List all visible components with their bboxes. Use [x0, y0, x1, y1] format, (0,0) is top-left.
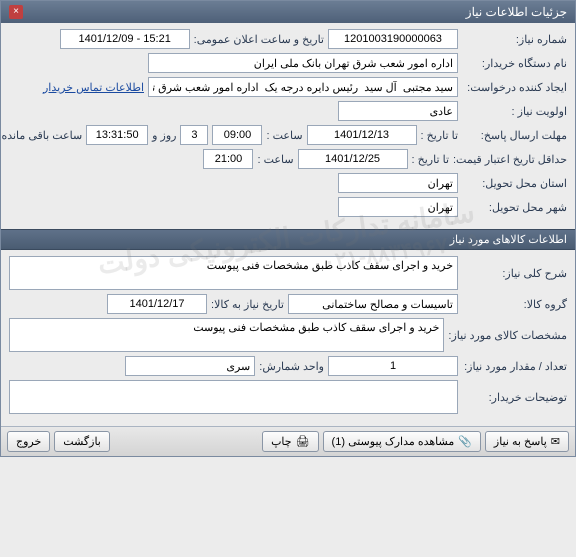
creator-label: ایجاد کننده درخواست: [462, 81, 567, 94]
attach-button[interactable]: 📎 مشاهده مدارک پیوستی (1) [323, 431, 481, 452]
days-label: روز و [152, 129, 176, 142]
credit-date-field[interactable] [298, 149, 408, 169]
titlebar: جزئیات اطلاعات نیاز × [1, 1, 575, 23]
city-label: شهر محل تحویل: [462, 201, 567, 214]
section2-header: اطلاعات کالاهای مورد نیاز [1, 229, 575, 250]
countdown-field [86, 125, 148, 145]
reply-button[interactable]: ✉ پاسخ به نیاز [485, 431, 569, 452]
unit-field[interactable] [125, 356, 255, 376]
credit-time-field[interactable] [203, 149, 253, 169]
print-icon: 🖨 [296, 435, 310, 448]
attach-label: مشاهده مدارک پیوستی (1) [332, 435, 455, 448]
time-label-1: ساعت : [266, 129, 302, 142]
credit-label: حداقل تاریخ اعتبار قیمت: [453, 153, 567, 166]
buyer-info-link[interactable]: اطلاعات تماس خریدار [43, 81, 144, 94]
footer-bar: ✉ پاسخ به نیاز 📎 مشاهده مدارک پیوستی (1)… [1, 426, 575, 456]
window-title: جزئیات اطلاعات نیاز [466, 5, 567, 19]
notes-field[interactable] [9, 380, 458, 414]
unit-label: واحد شمارش: [259, 360, 324, 373]
exit-button[interactable]: خروج [7, 431, 50, 452]
deadline-date-field[interactable] [307, 125, 417, 145]
spec-field[interactable] [9, 318, 444, 352]
buyer-field[interactable] [148, 53, 458, 73]
need-no-field[interactable] [328, 29, 458, 49]
remain-label: ساعت باقی مانده [1, 129, 82, 142]
need-date-field[interactable] [107, 294, 207, 314]
panel-2: شرح کلی نیاز: گروه کالا: تاریخ نیاز به ک… [1, 250, 575, 426]
group-label: گروه کالا: [462, 298, 567, 311]
province-label: استان محل تحویل: [462, 177, 567, 190]
time-label-2: ساعت : [257, 153, 293, 166]
close-icon[interactable]: × [9, 5, 23, 19]
group-field[interactable] [288, 294, 458, 314]
attach-icon: 📎 [458, 435, 472, 448]
days-field [180, 125, 208, 145]
reply-label: پاسخ به نیاز [494, 435, 547, 448]
print-button[interactable]: 🖨 چاپ [262, 431, 318, 452]
province-field[interactable] [338, 173, 458, 193]
creator-field[interactable] [148, 77, 458, 97]
deadline-label: مهلت ارسال پاسخ: [462, 129, 567, 142]
notes-label: توضیحات خریدار: [462, 391, 567, 404]
until-label-2: تا تاریخ : [412, 153, 449, 166]
back-button[interactable]: بازگشت [54, 431, 110, 452]
priority-field[interactable] [338, 101, 458, 121]
until-label-1: تا تاریخ : [421, 129, 458, 142]
exit-label: خروج [16, 435, 41, 448]
need-date-label: تاریخ نیاز به کالا: [211, 298, 284, 311]
print-label: چاپ [271, 435, 292, 448]
pub-date-label: تاریخ و ساعت اعلان عمومی: [194, 33, 324, 46]
priority-label: اولویت نیاز : [462, 105, 567, 118]
deadline-time-field[interactable] [212, 125, 262, 145]
main-window: جزئیات اطلاعات نیاز × شماره نیاز: تاریخ … [0, 0, 576, 457]
reply-icon: ✉ [551, 435, 560, 448]
desc-field[interactable] [9, 256, 458, 290]
back-label: بازگشت [63, 435, 101, 448]
qty-field[interactable] [328, 356, 458, 376]
spec-label: مشخصات کالای مورد نیاز: [448, 329, 567, 342]
need-no-label: شماره نیاز: [462, 33, 567, 46]
qty-label: تعداد / مقدار مورد نیاز: [462, 360, 567, 373]
panel-1: شماره نیاز: تاریخ و ساعت اعلان عمومی: نا… [1, 23, 575, 229]
city-field[interactable] [338, 197, 458, 217]
desc-label: شرح کلی نیاز: [462, 267, 567, 280]
pub-date-field[interactable] [60, 29, 190, 49]
buyer-label: نام دستگاه خریدار: [462, 57, 567, 70]
